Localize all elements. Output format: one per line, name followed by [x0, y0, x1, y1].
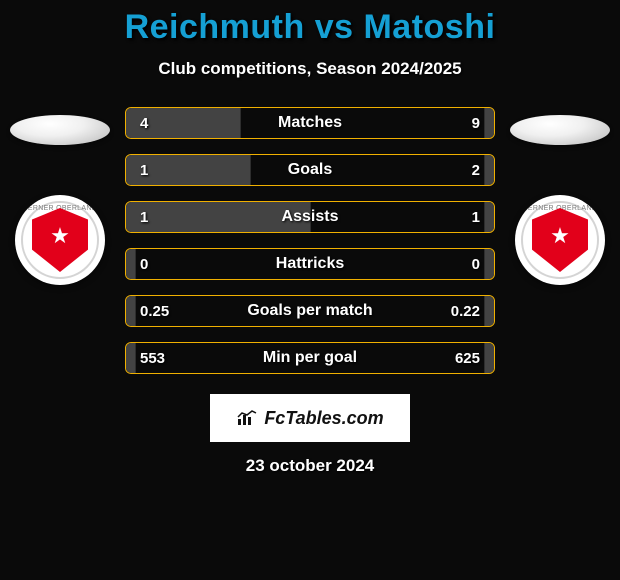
stat-label: Min per goal [263, 349, 357, 367]
stat-fill-right [484, 343, 494, 373]
stat-fill-right [484, 249, 494, 279]
stat-fill-right [484, 155, 494, 185]
stat-bar: 1 1 Assists [125, 201, 495, 233]
stat-label: Goals [288, 161, 332, 179]
stat-value-right: 0 [472, 256, 480, 273]
brand-chart-icon [236, 409, 258, 427]
stat-value-left: 1 [140, 162, 148, 179]
stat-value-left: 0.25 [140, 303, 169, 320]
comparison-card: Reichmuth vs Matoshi Club competitions, … [0, 0, 620, 476]
left-player-avatar [10, 115, 110, 145]
subtitle: Club competitions, Season 2024/2025 [0, 59, 620, 79]
stat-label: Hattricks [276, 255, 344, 273]
date-text: 23 october 2024 [0, 456, 620, 476]
brand-box: FcTables.com [210, 394, 410, 442]
left-club-star-icon: ★ [50, 223, 70, 249]
stat-value-right: 9 [472, 115, 480, 132]
stat-value-right: 625 [455, 350, 480, 367]
stat-value-left: 0 [140, 256, 148, 273]
stat-fill-left [126, 249, 136, 279]
left-player-col: BERNER OBERLAND ★ [5, 107, 115, 285]
stat-bar: 0.25 0.22 Goals per match [125, 295, 495, 327]
left-club-logo: BERNER OBERLAND ★ [15, 195, 105, 285]
stat-label: Goals per match [247, 302, 372, 320]
stat-label: Assists [282, 208, 339, 226]
stat-fill-right [484, 202, 494, 232]
page-title: Reichmuth vs Matoshi [0, 8, 620, 47]
stat-fill-left [126, 343, 136, 373]
right-player-avatar [510, 115, 610, 145]
stat-value-right: 2 [472, 162, 480, 179]
stat-bar: 553 625 Min per goal [125, 342, 495, 374]
stat-bar: 4 9 Matches [125, 107, 495, 139]
stat-fill-right [484, 296, 494, 326]
brand-text: FcTables.com [264, 408, 383, 429]
stat-bar: 0 0 Hattricks [125, 248, 495, 280]
stat-bar: 1 2 Goals [125, 154, 495, 186]
right-club-logo: BERNER OBERLAND ★ [515, 195, 605, 285]
stat-label: Matches [278, 114, 342, 132]
right-club-star-icon: ★ [550, 223, 570, 249]
stat-value-left: 1 [140, 209, 148, 226]
stat-value-right: 0.22 [451, 303, 480, 320]
right-player-col: BERNER OBERLAND ★ [505, 107, 615, 285]
stat-value-left: 4 [140, 115, 148, 132]
stat-value-right: 1 [472, 209, 480, 226]
main-row: BERNER OBERLAND ★ 4 9 Matches 1 2 Goals 1 1 Assi… [0, 107, 620, 374]
stat-fill-right [484, 108, 494, 138]
stats-column: 4 9 Matches 1 2 Goals 1 1 Assists 0 0 Hattricks 0.25… [125, 107, 495, 374]
stat-value-left: 553 [140, 350, 165, 367]
stat-fill-left [126, 296, 136, 326]
